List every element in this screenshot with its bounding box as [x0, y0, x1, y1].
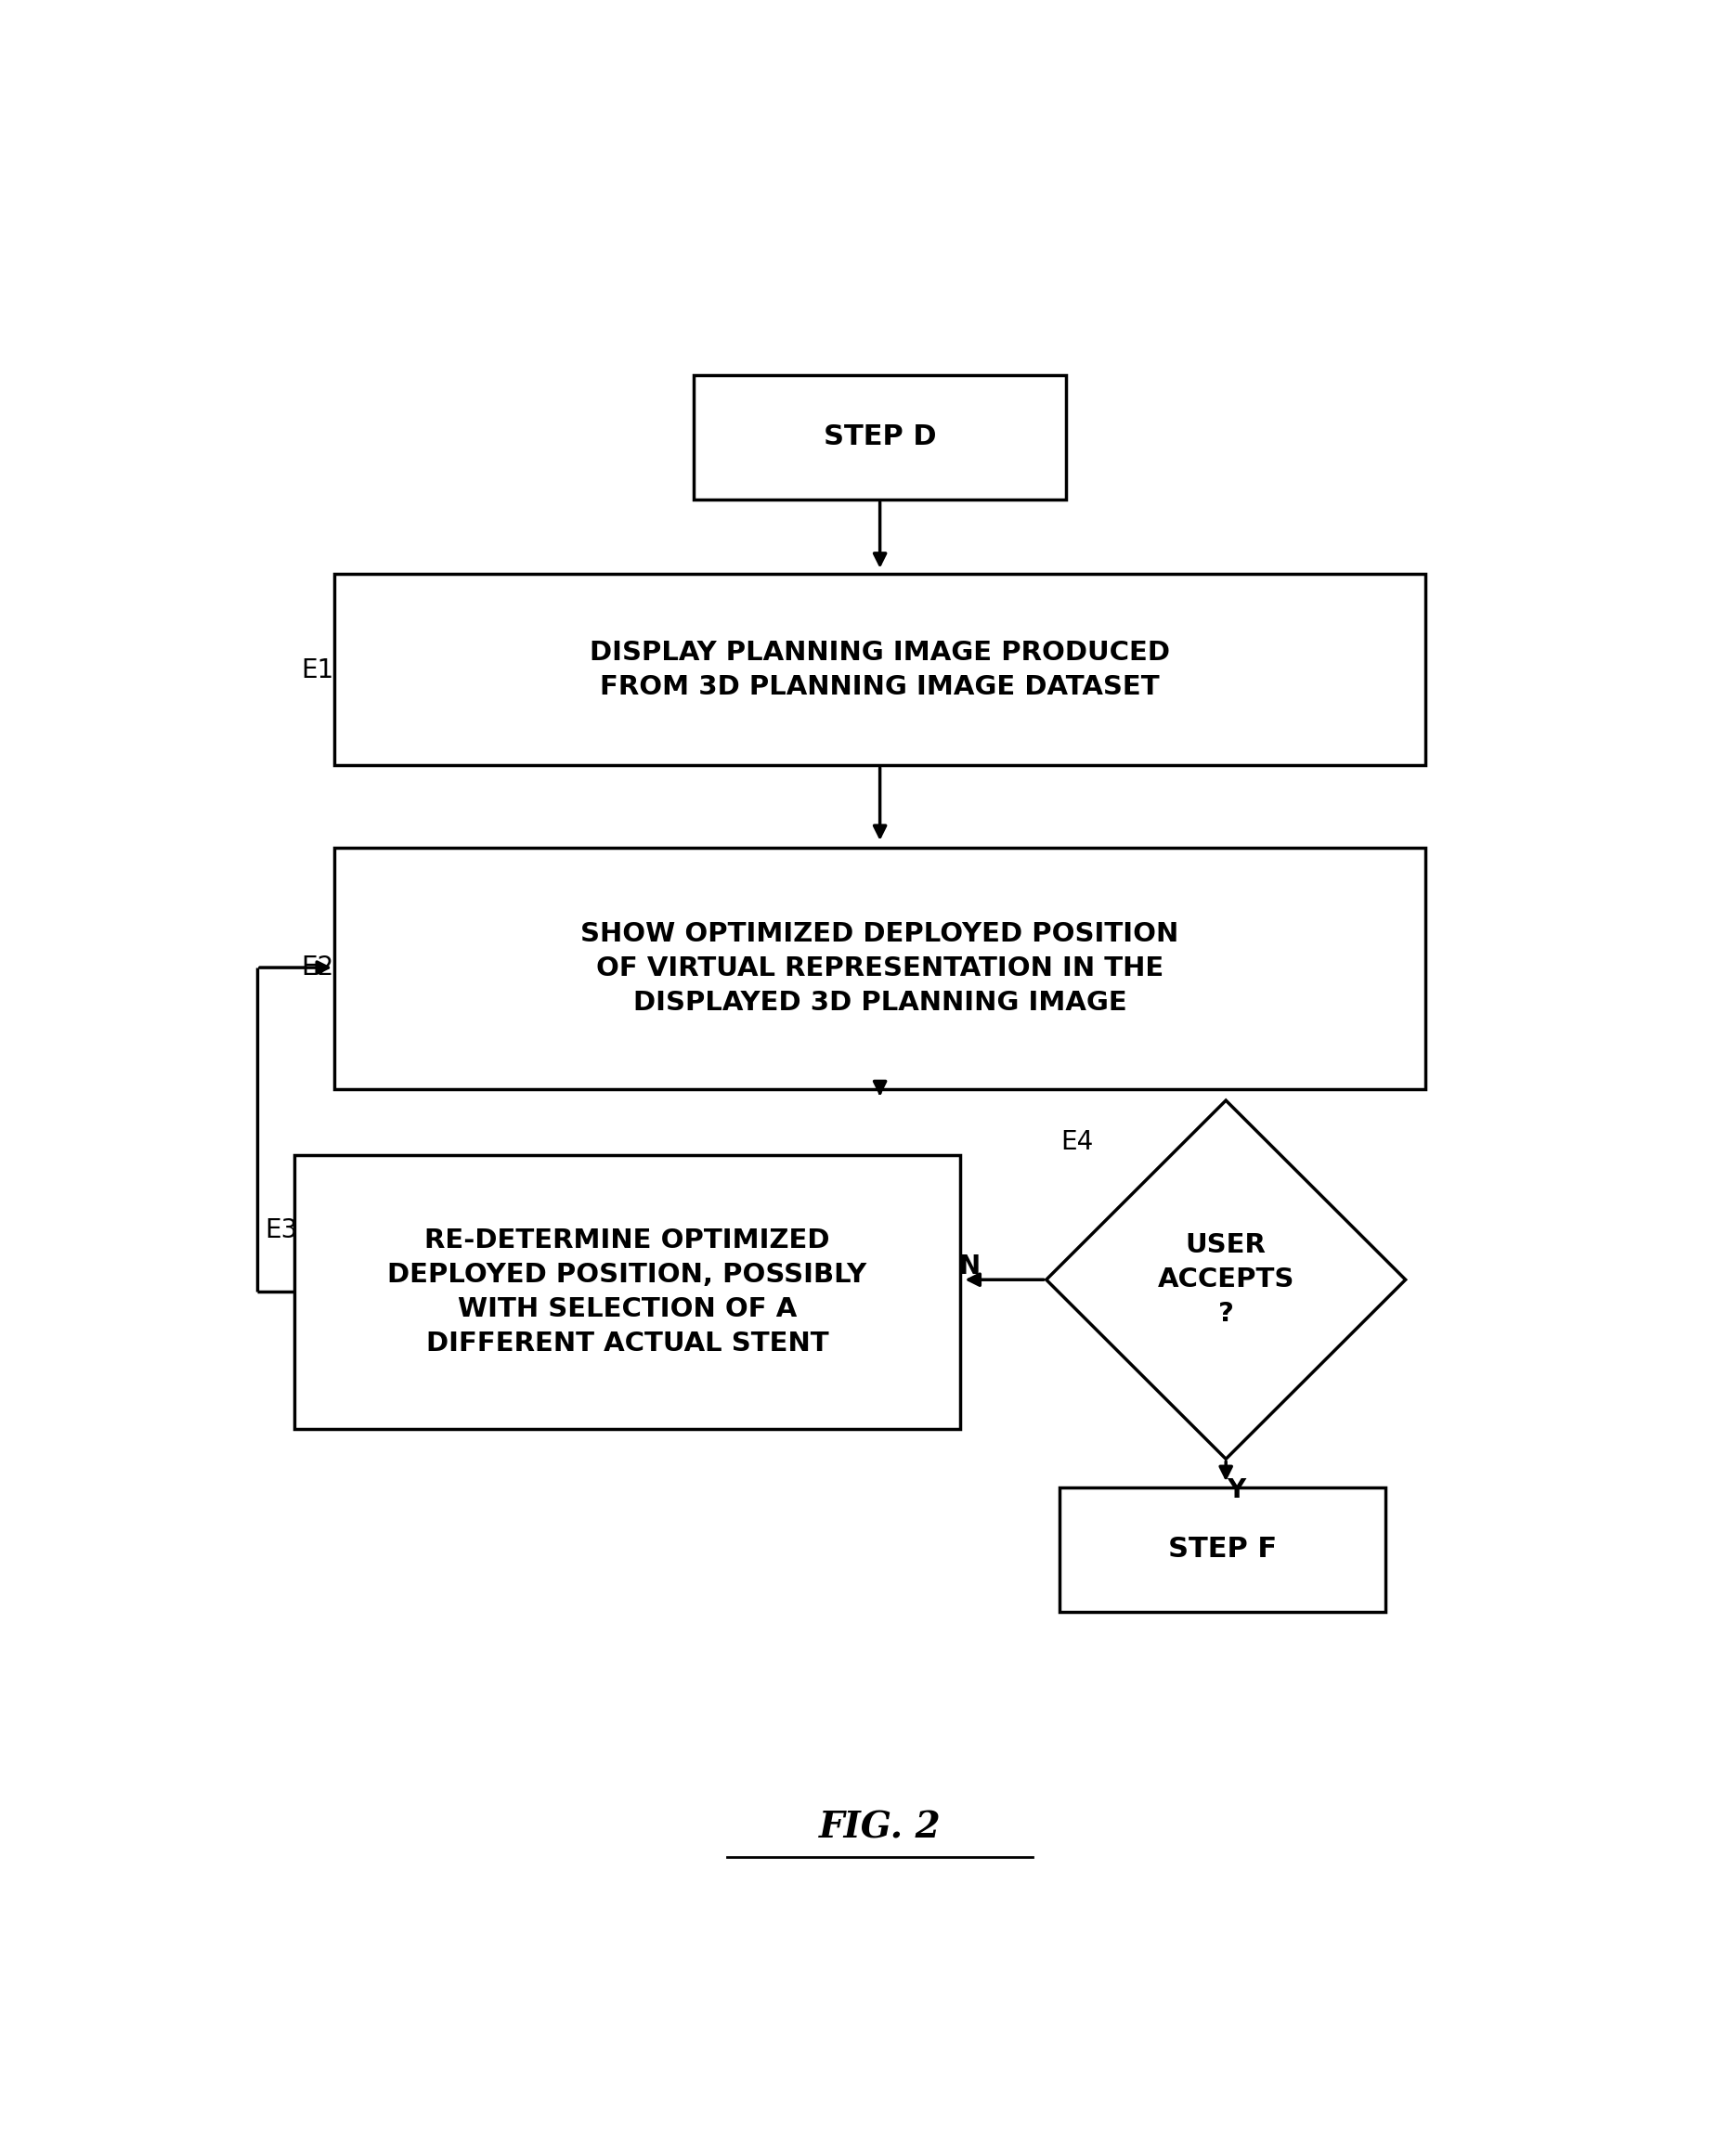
Text: E2: E2 — [300, 955, 333, 981]
Polygon shape — [1045, 1100, 1405, 1460]
Bar — [335, 573, 1424, 765]
Text: E4: E4 — [1060, 1130, 1093, 1156]
Text: FIG. 2: FIG. 2 — [819, 1809, 940, 1846]
Text: E1: E1 — [300, 658, 333, 683]
Text: RE-DETERMINE OPTIMIZED
DEPLOYED POSITION, POSSIBLY
WITH SELECTION OF A
DIFFERENT: RE-DETERMINE OPTIMIZED DEPLOYED POSITION… — [388, 1229, 867, 1356]
Text: SHOW OPTIMIZED DEPLOYED POSITION
OF VIRTUAL REPRESENTATION IN THE
DISPLAYED 3D P: SHOW OPTIMIZED DEPLOYED POSITION OF VIRT… — [580, 921, 1179, 1015]
Text: Y: Y — [1227, 1477, 1246, 1503]
Text: STEP F: STEP F — [1167, 1535, 1277, 1563]
Text: USER
ACCEPTS
?: USER ACCEPTS ? — [1157, 1233, 1294, 1326]
Bar — [295, 1156, 959, 1429]
Bar — [693, 375, 1066, 500]
Bar — [1059, 1488, 1385, 1613]
Text: N: N — [958, 1253, 980, 1279]
Bar — [335, 847, 1424, 1089]
Text: STEP D: STEP D — [824, 425, 935, 451]
Text: DISPLAY PLANNING IMAGE PRODUCED
FROM 3D PLANNING IMAGE DATASET: DISPLAY PLANNING IMAGE PRODUCED FROM 3D … — [589, 640, 1170, 701]
Text: E3: E3 — [264, 1216, 299, 1242]
